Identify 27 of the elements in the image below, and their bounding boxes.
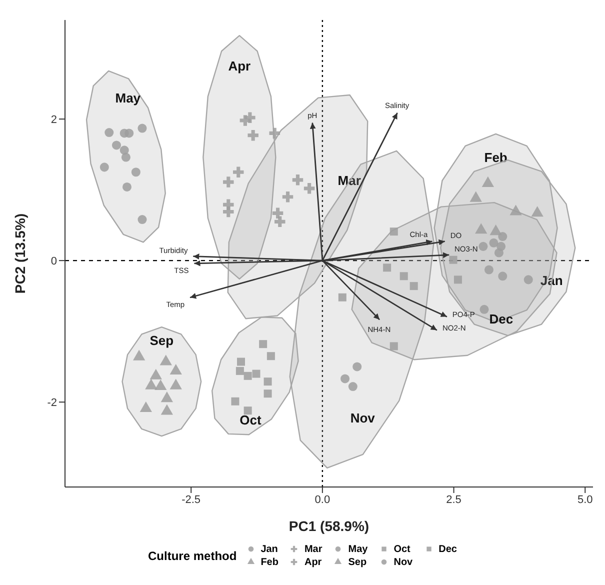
series-label: May — [115, 90, 142, 106]
series-label: Nov — [350, 410, 376, 426]
series-label: Feb — [484, 150, 508, 165]
y-axis-title: PC2 (13.5%) — [12, 213, 28, 294]
y-tick-label: 0 — [50, 255, 57, 268]
x-tick-label: -2.5 — [182, 494, 201, 506]
legend-label: Dec — [438, 544, 457, 554]
x-tick-label: 0.0 — [314, 494, 330, 506]
x-tick-label: 5.0 — [577, 494, 593, 506]
series-label: Oct — [240, 412, 262, 428]
legend-label: Nov — [394, 556, 413, 568]
y-tick-label: 2 — [50, 114, 57, 126]
series-label: Mar — [338, 172, 361, 188]
legend-label: Jan — [260, 544, 278, 554]
legend-label: Feb — [260, 556, 278, 568]
series-label: Apr — [228, 58, 251, 74]
legend-title: Culture method — [148, 548, 237, 562]
x-tick-label: 2.5 — [446, 494, 462, 506]
legend-label: Oct — [394, 544, 410, 554]
y-tick-label: -2 — [47, 396, 57, 409]
x-axis-title: PC1 (58.9%) — [288, 518, 370, 534]
legend-label: Sep — [348, 556, 367, 568]
legend-label: May — [348, 544, 368, 554]
legend-label: Apr — [304, 556, 322, 568]
series-label: Sep — [150, 333, 174, 348]
series-label: Dec — [489, 311, 514, 326]
legend-label: Mar — [304, 544, 322, 554]
